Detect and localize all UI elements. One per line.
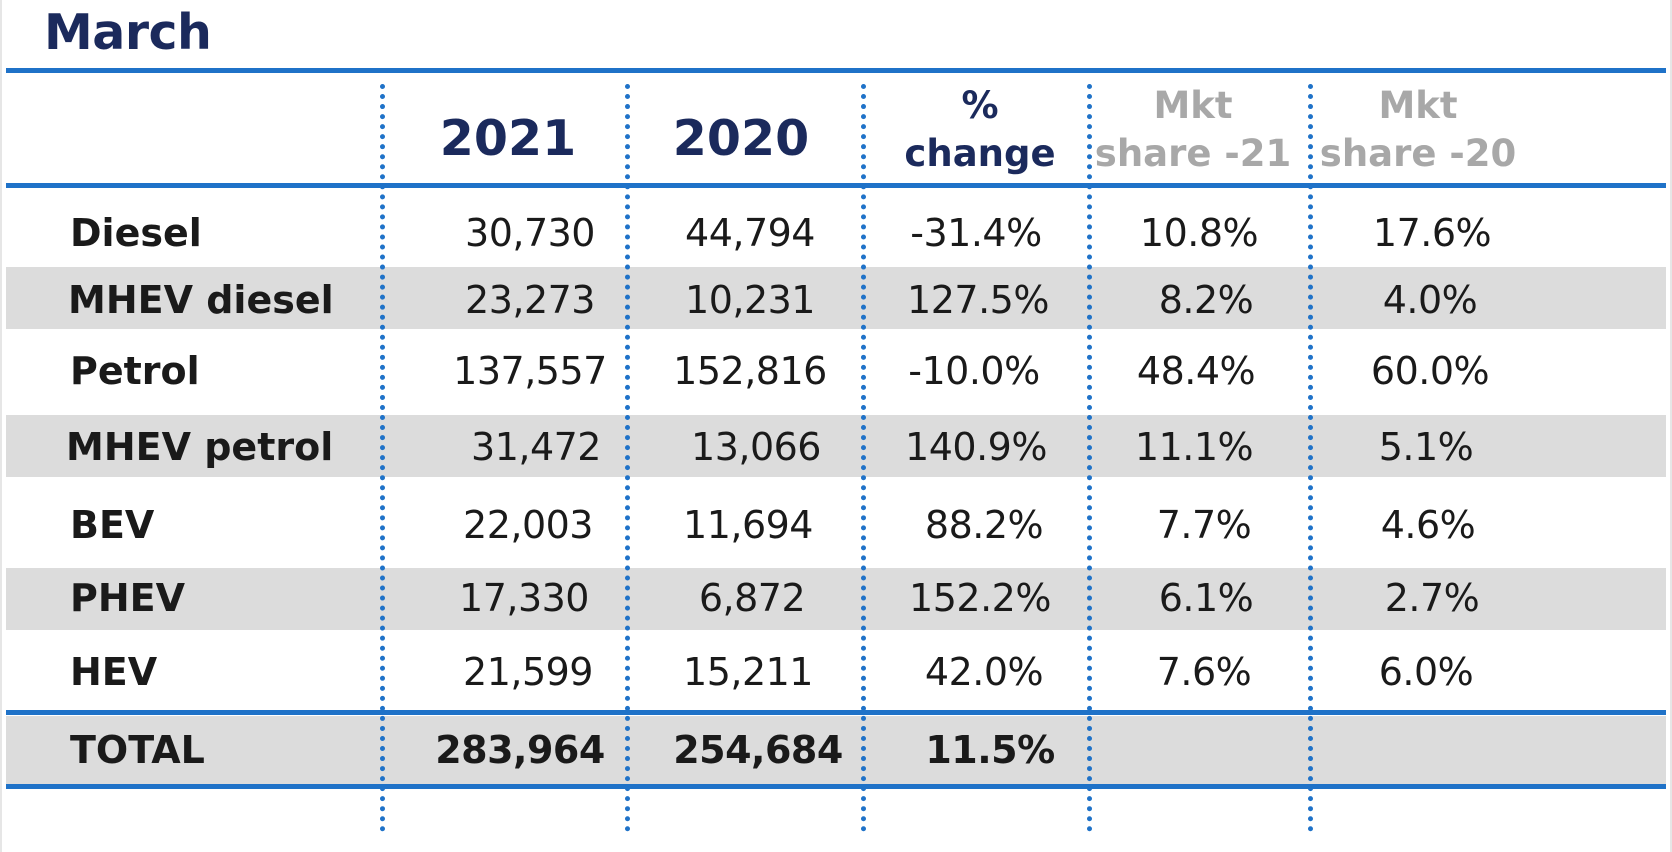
cell-2020: 6,872 <box>698 576 806 620</box>
cell-2021: 31,472 <box>471 425 601 469</box>
row-label: PHEV <box>70 576 186 620</box>
row-label: Diesel <box>70 211 202 255</box>
row-shade-mhev-diesel <box>6 267 1666 329</box>
row-label: HEV <box>70 650 158 694</box>
cell-mkt-share-20: 6.0% <box>1378 650 1474 694</box>
header-pct-change: % change <box>904 82 1055 178</box>
row-shade-phev <box>6 568 1666 630</box>
column-separator <box>625 84 630 832</box>
header-top-rule <box>6 68 1666 73</box>
cell-2021: 21,599 <box>463 650 593 694</box>
page-title: March <box>44 4 212 61</box>
cell-mkt-share-20: 2.7% <box>1384 576 1480 620</box>
cell-pct-change: -10.0% <box>908 349 1040 393</box>
column-separator <box>380 84 385 832</box>
cell-mkt-share-21: 10.8% <box>1139 211 1259 255</box>
header-mkt-share-21-line1: Mkt <box>1153 84 1233 127</box>
total-top-rule <box>6 710 1666 715</box>
header-pct-change-line2: change <box>904 132 1056 175</box>
row-shade-mhev-petrol <box>6 415 1666 477</box>
total-2021: 283,964 <box>435 728 605 772</box>
header-pct-change-line1: % <box>961 84 999 127</box>
cell-2021: 30,730 <box>465 211 595 255</box>
total-label: TOTAL <box>70 728 205 772</box>
cell-2020: 11,694 <box>683 503 813 547</box>
cell-mkt-share-21: 7.7% <box>1156 503 1252 547</box>
column-separator <box>1087 84 1092 832</box>
table-bottom-rule <box>6 784 1666 789</box>
cell-2020: 44,794 <box>685 211 815 255</box>
cell-mkt-share-20: 4.6% <box>1380 503 1476 547</box>
column-separator <box>1308 84 1313 832</box>
cell-2020: 10,231 <box>685 278 815 322</box>
cell-pct-change: 152.2% <box>909 576 1051 620</box>
cell-pct-change: 42.0% <box>924 650 1044 694</box>
cell-mkt-share-21: 8.2% <box>1158 278 1254 322</box>
row-label: BEV <box>70 503 155 547</box>
cell-2021: 17,330 <box>459 576 589 620</box>
total-pct-change: 11.5% <box>925 728 1055 772</box>
cell-pct-change: 88.2% <box>924 503 1044 547</box>
column-separator <box>861 84 866 832</box>
row-label: MHEV diesel <box>68 278 334 322</box>
row-label: MHEV petrol <box>66 425 334 469</box>
cell-pct-change: 127.5% <box>907 278 1049 322</box>
header-bottom-rule <box>6 183 1666 188</box>
cell-mkt-share-20: 4.0% <box>1382 278 1478 322</box>
cell-2020: 13,066 <box>691 425 821 469</box>
cell-pct-change: 140.9% <box>905 425 1047 469</box>
cell-2021: 23,273 <box>465 278 595 322</box>
header-mkt-share-21-line2: share -21 <box>1094 132 1292 175</box>
cell-mkt-share-21: 7.6% <box>1156 650 1252 694</box>
header-mkt-share-20-line2: share -20 <box>1319 132 1517 175</box>
header-2021: 2021 <box>439 110 577 167</box>
cell-mkt-share-20: 17.6% <box>1372 211 1492 255</box>
header-2020: 2020 <box>672 110 810 167</box>
cell-mkt-share-20: 5.1% <box>1378 425 1474 469</box>
cell-mkt-share-20: 60.0% <box>1370 349 1490 393</box>
row-label: Petrol <box>70 349 200 393</box>
cell-pct-change: -31.4% <box>910 211 1042 255</box>
cell-2020: 152,816 <box>673 349 827 393</box>
header-mkt-share-21: Mkt share -21 <box>1095 82 1291 178</box>
header-mkt-share-20-line1: Mkt <box>1378 84 1458 127</box>
cell-2021: 22,003 <box>463 503 593 547</box>
header-mkt-share-20: Mkt share -20 <box>1320 82 1516 178</box>
row-shade-total <box>6 716 1666 784</box>
cell-mkt-share-21: 11.1% <box>1134 425 1254 469</box>
cell-2020: 15,211 <box>683 650 813 694</box>
cell-mkt-share-21: 6.1% <box>1158 576 1254 620</box>
total-2020: 254,684 <box>673 728 843 772</box>
cell-mkt-share-21: 48.4% <box>1136 349 1256 393</box>
cell-2021: 137,557 <box>453 349 607 393</box>
